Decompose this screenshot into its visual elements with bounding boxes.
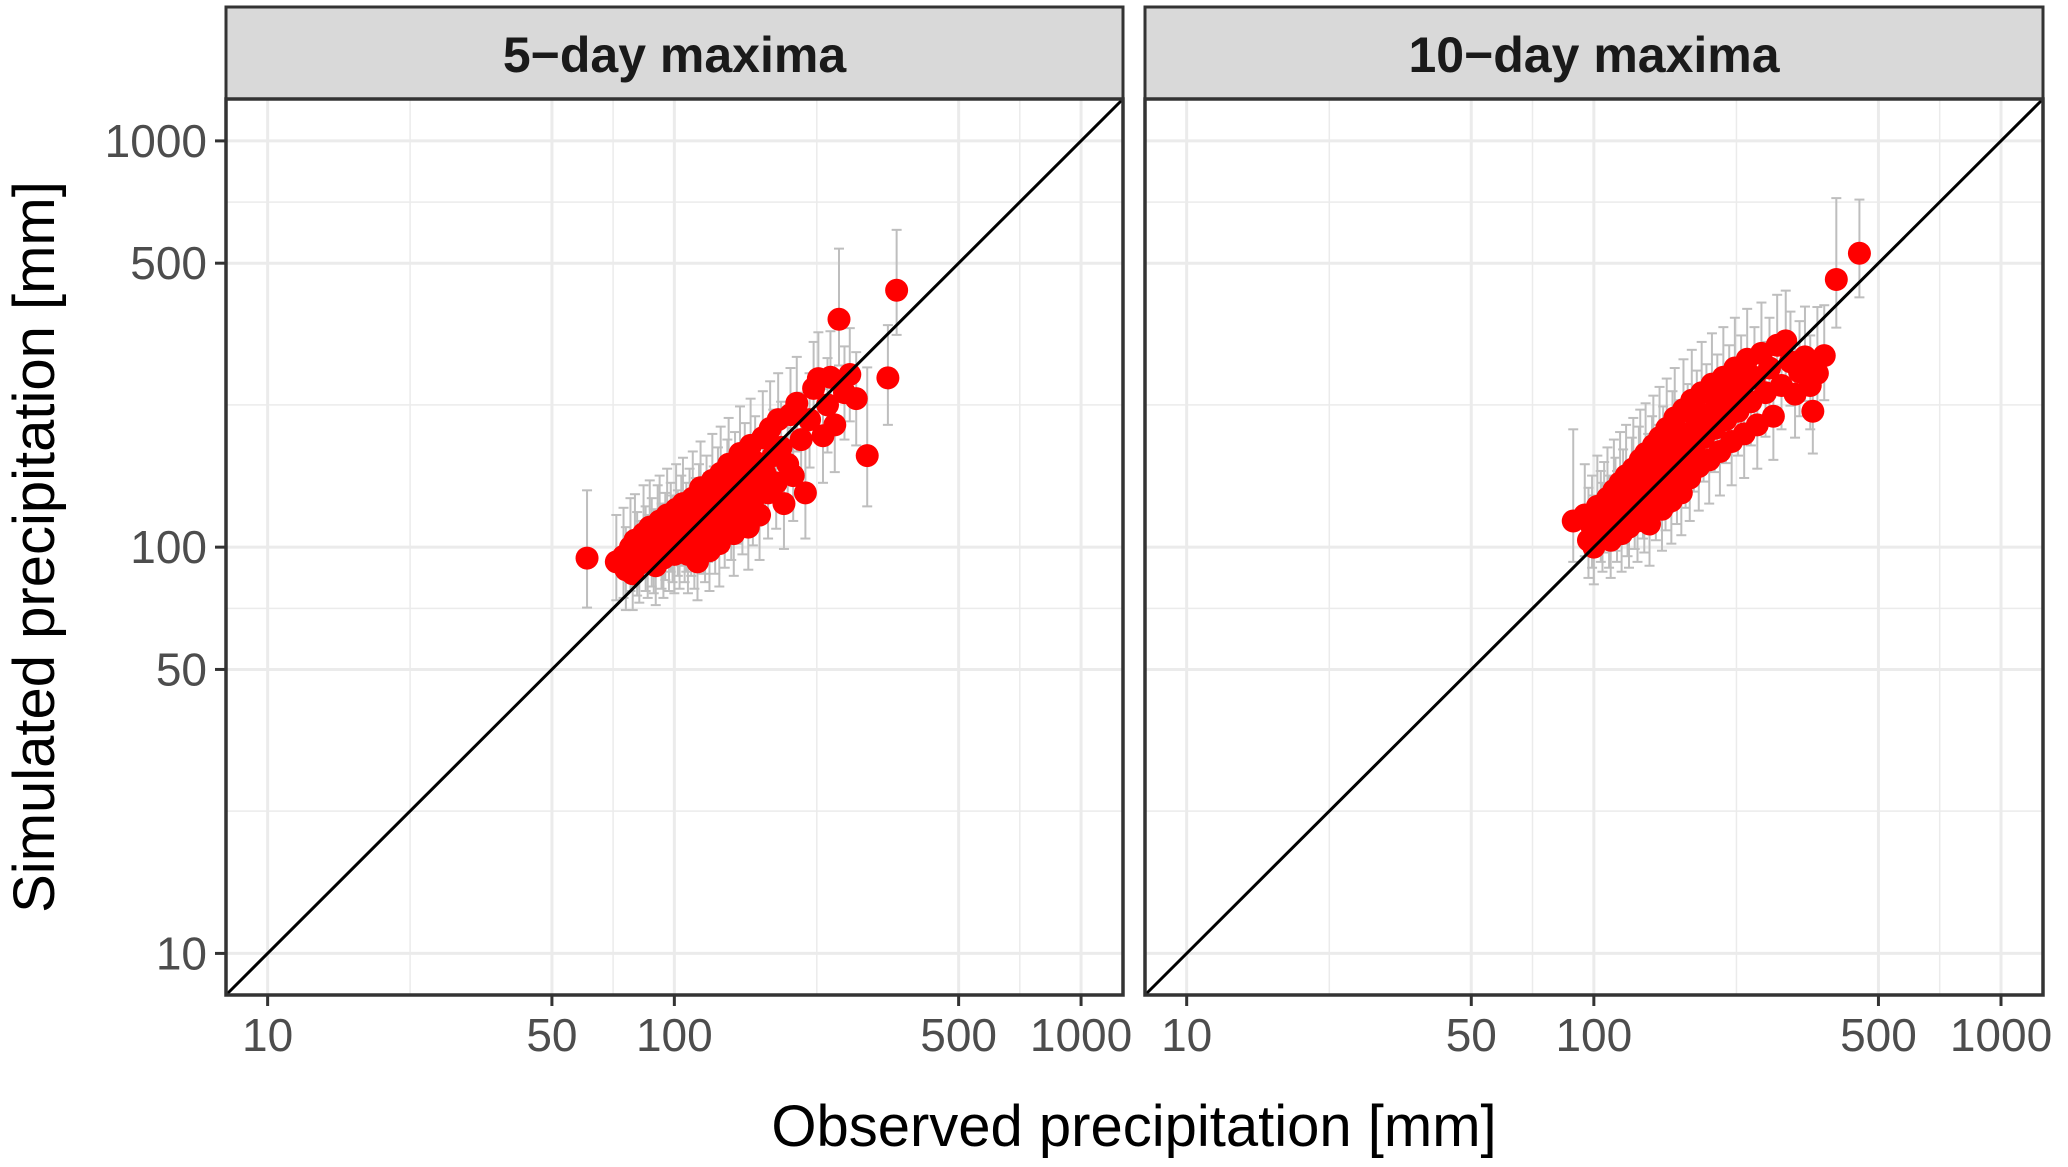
data-point [793,481,817,505]
data-points [1561,241,1871,559]
x-axis: 10 50 100 500 1000 [1161,995,2052,1061]
gridlines [1145,99,2043,995]
y-axis: 10 50 100 500 1000 [105,115,226,979]
x-axis: 10 50 100 500 1000 [242,995,1132,1061]
data-point [818,365,842,389]
data-point [855,444,879,468]
data-point [1761,404,1785,428]
x-tick-label: 500 [920,1009,997,1061]
data-point [789,428,813,452]
errorbar [1568,428,1579,563]
data-point [838,363,862,387]
x-tick-label: 100 [636,1009,713,1061]
data-point [844,387,868,411]
data-point [772,492,796,516]
x-tick-label: 50 [1446,1009,1497,1061]
y-tick-label: 500 [130,237,207,289]
x-tick-label: 100 [1555,1009,1632,1061]
y-axis-title: Simulated precipitation [mm] [2,181,67,913]
y-tick-label: 50 [156,643,207,695]
data-point [1824,267,1848,291]
data-point [1774,329,1798,353]
panel-5-day: 5−day maxima 10 50 100 500 1000 [224,5,1132,1061]
errorbar [833,247,844,367]
data-point [1793,345,1817,369]
x-tick-label: 1000 [1950,1009,2052,1061]
strip-background [1143,5,2045,101]
strip-background [224,5,1125,101]
data-point [798,408,822,432]
x-tick-label: 10 [1161,1009,1212,1061]
x-tick-label: 10 [242,1009,293,1061]
data-point [781,464,805,488]
y-tick-label: 1000 [105,115,207,167]
strip-title: 5−day maxima [503,27,847,83]
data-point [1801,399,1825,423]
data-points [575,278,909,586]
data-point [1812,344,1836,368]
x-tick-label: 50 [526,1009,577,1061]
identity-line [224,97,1125,997]
x-axis-title: Observed precipitation [mm] [771,1094,1496,1159]
panel-10-day: 10−day maxima 10 50 100 500 1000 [1143,5,2052,1061]
data-point [1805,361,1829,385]
strip-title: 10−day maxima [1408,27,1780,83]
data-point [885,278,909,302]
data-point [823,413,847,437]
data-point [1757,356,1781,380]
identity-line [1143,97,2045,997]
y-tick-label: 100 [130,521,207,573]
data-point [575,546,599,570]
data-point [827,307,851,331]
y-tick-label: 10 [156,927,207,979]
data-point [876,366,900,390]
errorbar [862,366,873,508]
data-point [1847,241,1871,265]
data-point [748,503,772,527]
x-tick-label: 500 [1840,1009,1917,1061]
data-point [785,391,809,415]
x-tick-label: 1000 [1030,1009,1132,1061]
